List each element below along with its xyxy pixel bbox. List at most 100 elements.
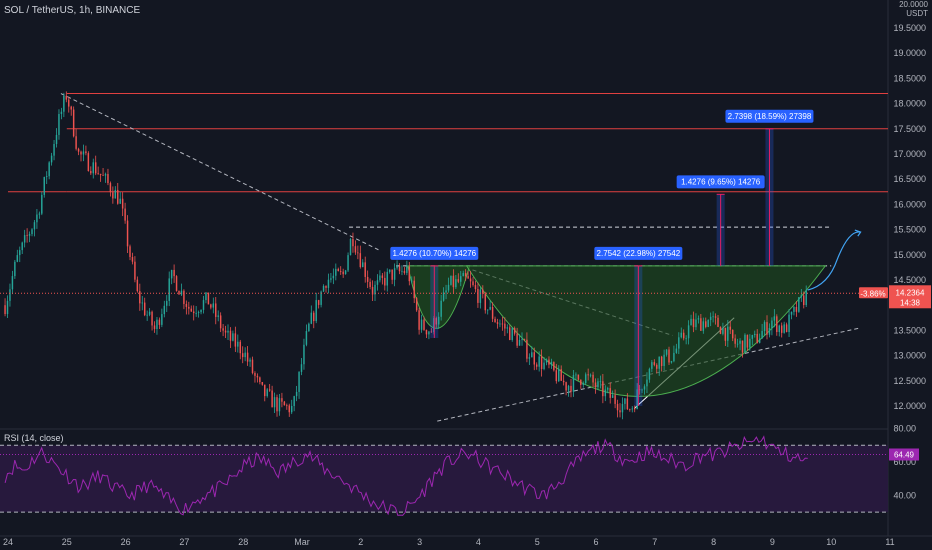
price-tick-label: 18.5000 [893,73,926,83]
candle-body [538,356,540,367]
candle-body [768,328,771,335]
candle-body [107,174,109,184]
candle-body [516,333,518,346]
measure-label-box [676,175,765,189]
candle-body [92,162,94,174]
candle-body [11,276,14,290]
candle-body [357,252,359,254]
candle-body [109,183,112,193]
candle-body [281,398,283,402]
price-tick-label: 17.0000 [893,149,926,159]
candle-body [153,325,156,330]
candle-body [16,255,19,262]
countdown-tag: 14:38 [900,298,921,307]
price-tick-label: 18.0000 [893,99,926,109]
candle-body [803,295,805,306]
measure-label-box [594,246,683,260]
candle-body [286,405,288,407]
candle-body [168,278,170,301]
candle-body [256,375,259,378]
candle-body [756,333,758,343]
candle-body [793,306,795,312]
candle-body [555,370,558,382]
candle-body [619,410,621,413]
candle-body [129,246,131,258]
candle-body [136,279,139,292]
candle-body [232,333,234,341]
candle-body [656,364,658,369]
candle-body [112,192,114,199]
candle-body [450,275,452,285]
candle-body [705,321,707,327]
candle-body [504,323,506,329]
candle-body [195,313,197,314]
candle-body [406,266,408,273]
candle-body [303,344,305,365]
candle-body [215,303,217,317]
candle-body [724,327,727,341]
candle-body [602,381,604,397]
candle-body [550,362,553,365]
candle-body [621,403,624,413]
candle-body [663,354,665,366]
rsi-last-tag: 64.49 [894,451,915,460]
candle-body [675,348,678,353]
candle-body [28,234,31,236]
time-tick-label: 26 [121,537,131,547]
candle-body [766,322,768,335]
candle-body [589,374,592,376]
candle-body [722,327,724,334]
candle-body [170,269,173,279]
candle-body [58,113,60,135]
candle-body [415,298,418,311]
candle-body [771,320,773,329]
price-tick-label: 16.0000 [893,199,926,209]
candle-body [746,334,749,348]
candle-body [496,322,499,324]
candle-body [205,292,207,301]
measure-label-box [390,246,479,260]
candle-body [80,151,82,155]
candle-body [386,271,388,286]
candle-body [249,359,251,362]
candle-body [359,253,362,268]
candle-body [268,389,271,391]
candle-body [156,319,158,330]
candle-body [146,314,148,316]
candle-body [290,405,293,413]
candle-body [479,289,482,303]
candle-body [48,162,50,177]
candle-body [553,362,555,371]
candle-body [631,408,633,410]
time-tick-label: Mar [294,537,310,547]
candle-body [337,268,339,272]
candle-body [506,327,509,329]
candle-body [141,302,143,304]
price-tick-label: 13.5000 [893,325,926,335]
candle-body [545,359,548,363]
change-tag-box [859,287,888,299]
candle-body [707,320,709,327]
candle-body [788,314,790,332]
candle-body [776,316,778,333]
candle-body [63,95,65,112]
candle-body [457,279,460,282]
candle-body [499,323,501,325]
candle-body [23,235,26,243]
candle-body [560,369,562,381]
candle-body [467,276,469,279]
candle-body [800,295,803,298]
candle-body [366,276,369,282]
candle-body [727,326,729,341]
candle-body [731,329,734,339]
candle-body [425,329,428,335]
candle-body [158,319,161,325]
last-price-tag-box [889,285,931,309]
candle-body [94,162,97,174]
time-tick-label: 11 [885,537,894,547]
candle-body [143,302,146,316]
price-tick-label: 19.0000 [893,48,926,58]
candle-body [670,361,673,363]
candle-body [53,143,55,156]
